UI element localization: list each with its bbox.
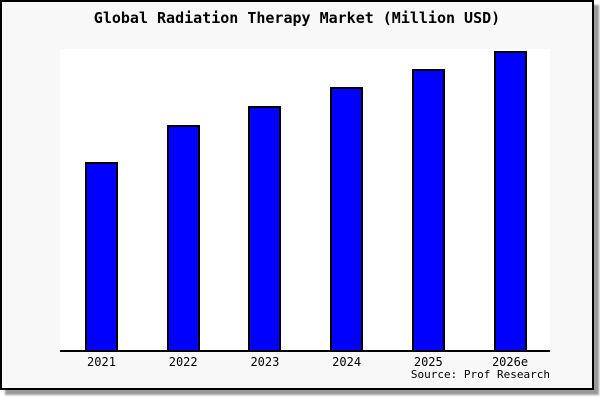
bar-2025: [411, 69, 445, 350]
bar-2024: [330, 87, 364, 350]
bar-2021: [85, 162, 118, 350]
x-tick-2026e: 2026e: [491, 355, 529, 369]
x-tick-2024: 2024: [332, 355, 362, 369]
x-tick-2021: 2021: [87, 355, 116, 369]
chart-window: Global Radiation Therapy Market (Million…: [0, 0, 594, 390]
x-tick-2022: 2022: [168, 355, 198, 369]
plot-area: [60, 49, 550, 352]
bar-2022: [166, 125, 200, 350]
source-label: Source: Prof Research: [410, 368, 550, 381]
x-tick-2025: 2025: [413, 355, 443, 369]
bar-2026e: [493, 51, 527, 350]
x-tick-2023: 2023: [250, 355, 280, 369]
chart-title: Global Radiation Therapy Market (Million…: [93, 9, 501, 27]
bar-2023: [248, 106, 282, 350]
